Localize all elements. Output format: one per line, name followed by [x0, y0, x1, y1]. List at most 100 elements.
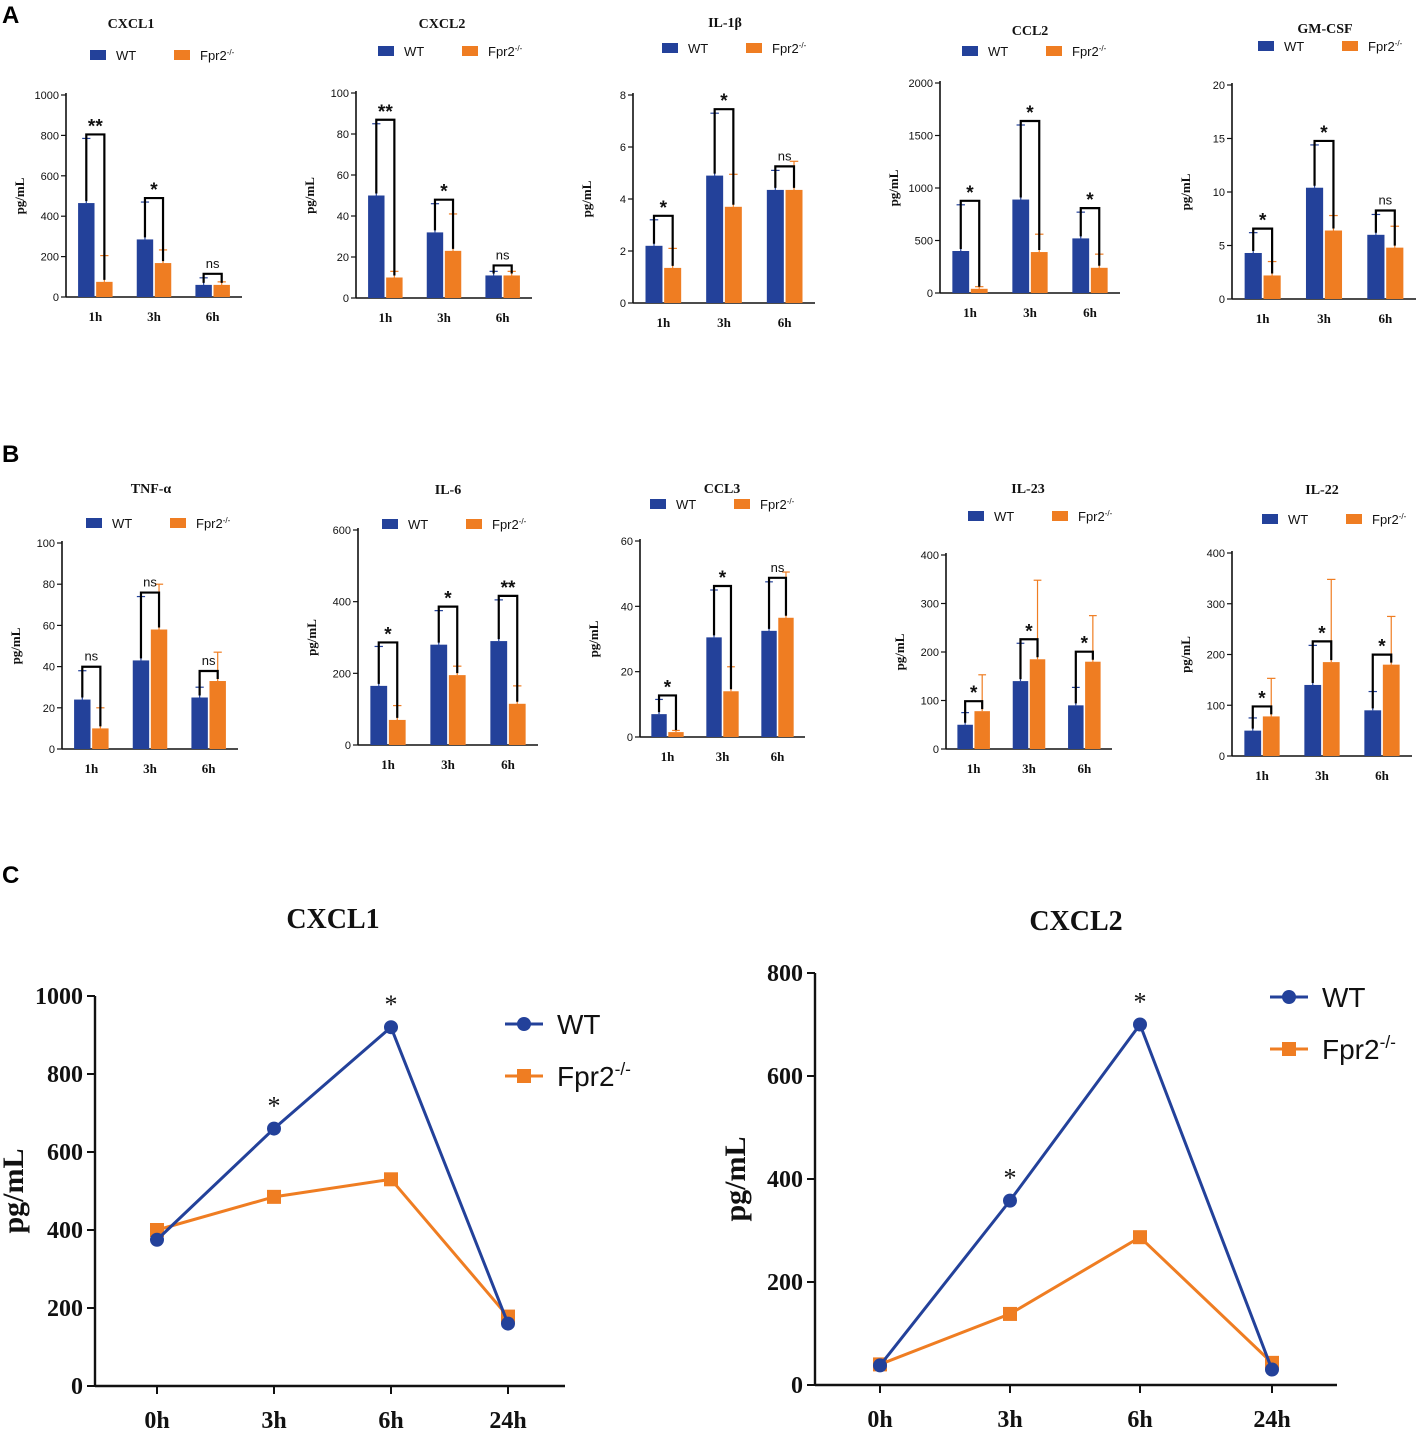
- bar-wt-1h: [645, 245, 663, 303]
- bar-chart-1: CXCL2 WT Fpr2-/- 0 20 40 60 80 100 pg/mL ** 1h * 3h ns…: [302, 17, 532, 325]
- bar-chart-0: CXCL1 WT Fpr2-/- 0 200 400 600 800 1000 pg/mL ** 1h…: [12, 17, 242, 324]
- significance-bracket: [1251, 705, 1273, 729]
- y-tick-label: 0: [620, 298, 626, 310]
- y-tick-label: 300: [1207, 599, 1225, 611]
- x-tick-label: 1h: [967, 761, 982, 776]
- y-tick-label: 100: [921, 696, 939, 708]
- legend-label-wt: WT: [988, 44, 1008, 59]
- bar-wt-1h: [370, 685, 388, 745]
- legend-label-wt: WT: [116, 48, 136, 63]
- y-tick-label: 400: [1207, 548, 1225, 560]
- legend-swatch-wt: [1262, 514, 1278, 524]
- y-tick-label: 200: [333, 668, 351, 680]
- bar-wt-3h: [430, 644, 448, 745]
- y-tick-label: 20: [1213, 80, 1225, 92]
- x-tick-label: 1h: [378, 310, 393, 325]
- legend-label-fpr2: Fpr2-/-: [1368, 39, 1403, 54]
- bar-wt-1h: [952, 251, 970, 293]
- legend-label-fpr2: Fpr2-/-: [772, 41, 807, 56]
- x-tick-label: 1h: [963, 305, 978, 320]
- legend-label-wt: WT: [676, 497, 696, 512]
- x-tick-label: 3h: [1317, 311, 1332, 326]
- x-tick-label: 3h: [441, 757, 456, 772]
- significance-bracket: [139, 591, 161, 659]
- legend-swatch-fpr2: [746, 43, 762, 53]
- legend-swatch-wt: [378, 46, 394, 56]
- y-tick-label: 1000: [909, 183, 933, 195]
- data-point-fpr2: [267, 1189, 281, 1204]
- x-tick-label: 3h: [717, 315, 732, 330]
- y-tick-label: 40: [337, 211, 349, 223]
- x-tick-label: 1h: [84, 761, 99, 776]
- bar-fpr2-6h: [503, 275, 520, 298]
- y-tick-label: 0: [343, 293, 349, 305]
- significance-label: *: [384, 624, 392, 645]
- significance-bracket: [657, 694, 678, 731]
- x-tick-label: 3h: [147, 309, 162, 324]
- x-tick-label: 1h: [1256, 311, 1271, 326]
- bar-wt-3h: [1305, 187, 1324, 299]
- data-point-wt: [384, 1020, 398, 1035]
- significance-label: *: [440, 182, 448, 203]
- legend-label-fpr2: Fpr2-/-: [196, 516, 231, 531]
- y-tick-label: 1500: [909, 131, 933, 143]
- y-tick-label: 600: [47, 1140, 83, 1166]
- significance-bracket: [377, 641, 399, 718]
- bar-fpr2-3h: [1322, 662, 1340, 756]
- bar-fpr2-6h: [1382, 664, 1400, 756]
- significance-bracket: [1313, 139, 1335, 229]
- y-axis-label: pg/mL: [892, 633, 907, 670]
- significance-bracket: [713, 108, 735, 205]
- bar-fpr2-6h: [1090, 267, 1108, 293]
- legend-marker-fpr2: [517, 1069, 531, 1083]
- chart-title: IL-1β: [708, 16, 742, 31]
- bar-chart-7: CCL3 WT Fpr2-/- 0 20 40 60 pg/mL * 1h * 3h ns 6h: [586, 482, 805, 764]
- legend-marker-wt: [1282, 990, 1296, 1004]
- legend-swatch-fpr2: [1346, 514, 1362, 524]
- legend-label-fpr2: Fpr2-/-: [760, 497, 795, 512]
- significance-label: *: [660, 198, 668, 219]
- significance-label: *: [1081, 634, 1089, 655]
- legend-swatch-fpr2: [1052, 511, 1068, 521]
- legend-label-wt: WT: [404, 44, 424, 59]
- bar-fpr2-3h: [724, 206, 742, 303]
- bar-wt-1h: [368, 195, 385, 298]
- y-tick-label: 200: [47, 1296, 83, 1322]
- y-tick-label: 0: [791, 1373, 803, 1399]
- y-tick-label: 800: [41, 130, 59, 142]
- data-point-wt: [267, 1121, 281, 1136]
- y-tick-label: 6: [620, 142, 626, 154]
- bar-fpr2-6h: [209, 681, 226, 749]
- bar-wt-3h: [1304, 684, 1322, 756]
- y-axis-label: pg/mL: [1178, 173, 1193, 210]
- significance-label: *: [970, 683, 978, 704]
- significance-bracket: [712, 584, 733, 690]
- bar-wt-6h: [1364, 710, 1382, 756]
- significance-label: *: [966, 183, 974, 204]
- data-point-wt: [1003, 1193, 1017, 1208]
- bar-fpr2-1h: [664, 267, 682, 303]
- y-tick-label: 40: [621, 601, 633, 613]
- legend-label-fpr2: Fpr2-/-: [1072, 44, 1107, 59]
- bar-wt-1h: [957, 724, 973, 749]
- y-tick-label: 800: [47, 1062, 83, 1088]
- legend-label-wt: WT: [1284, 39, 1304, 54]
- data-point-wt: [873, 1358, 887, 1373]
- significance-label: **: [501, 578, 516, 599]
- panel-label-c: C: [2, 862, 20, 889]
- significance-label: ns: [1378, 192, 1392, 207]
- significance-bracket: [774, 165, 796, 188]
- y-tick-label: 400: [767, 1167, 803, 1193]
- y-axis-label: pg/mL: [579, 180, 594, 217]
- bar-chart-5: TNF-α WT Fpr2-/- 0 20 40 60 80 100 pg/mL ns 1h ns 3h n…: [8, 482, 238, 776]
- significance-bracket: [497, 594, 519, 702]
- significance-label: *: [1259, 211, 1267, 232]
- bar-wt-6h: [195, 284, 212, 297]
- significance-label: **: [88, 116, 103, 137]
- y-axis-label: pg/mL: [8, 627, 23, 664]
- legend-marker-fpr2: [1282, 1042, 1296, 1056]
- bar-wt-3h: [706, 637, 722, 737]
- chart-title: IL-22: [1305, 483, 1338, 498]
- y-tick-label: 60: [621, 536, 633, 548]
